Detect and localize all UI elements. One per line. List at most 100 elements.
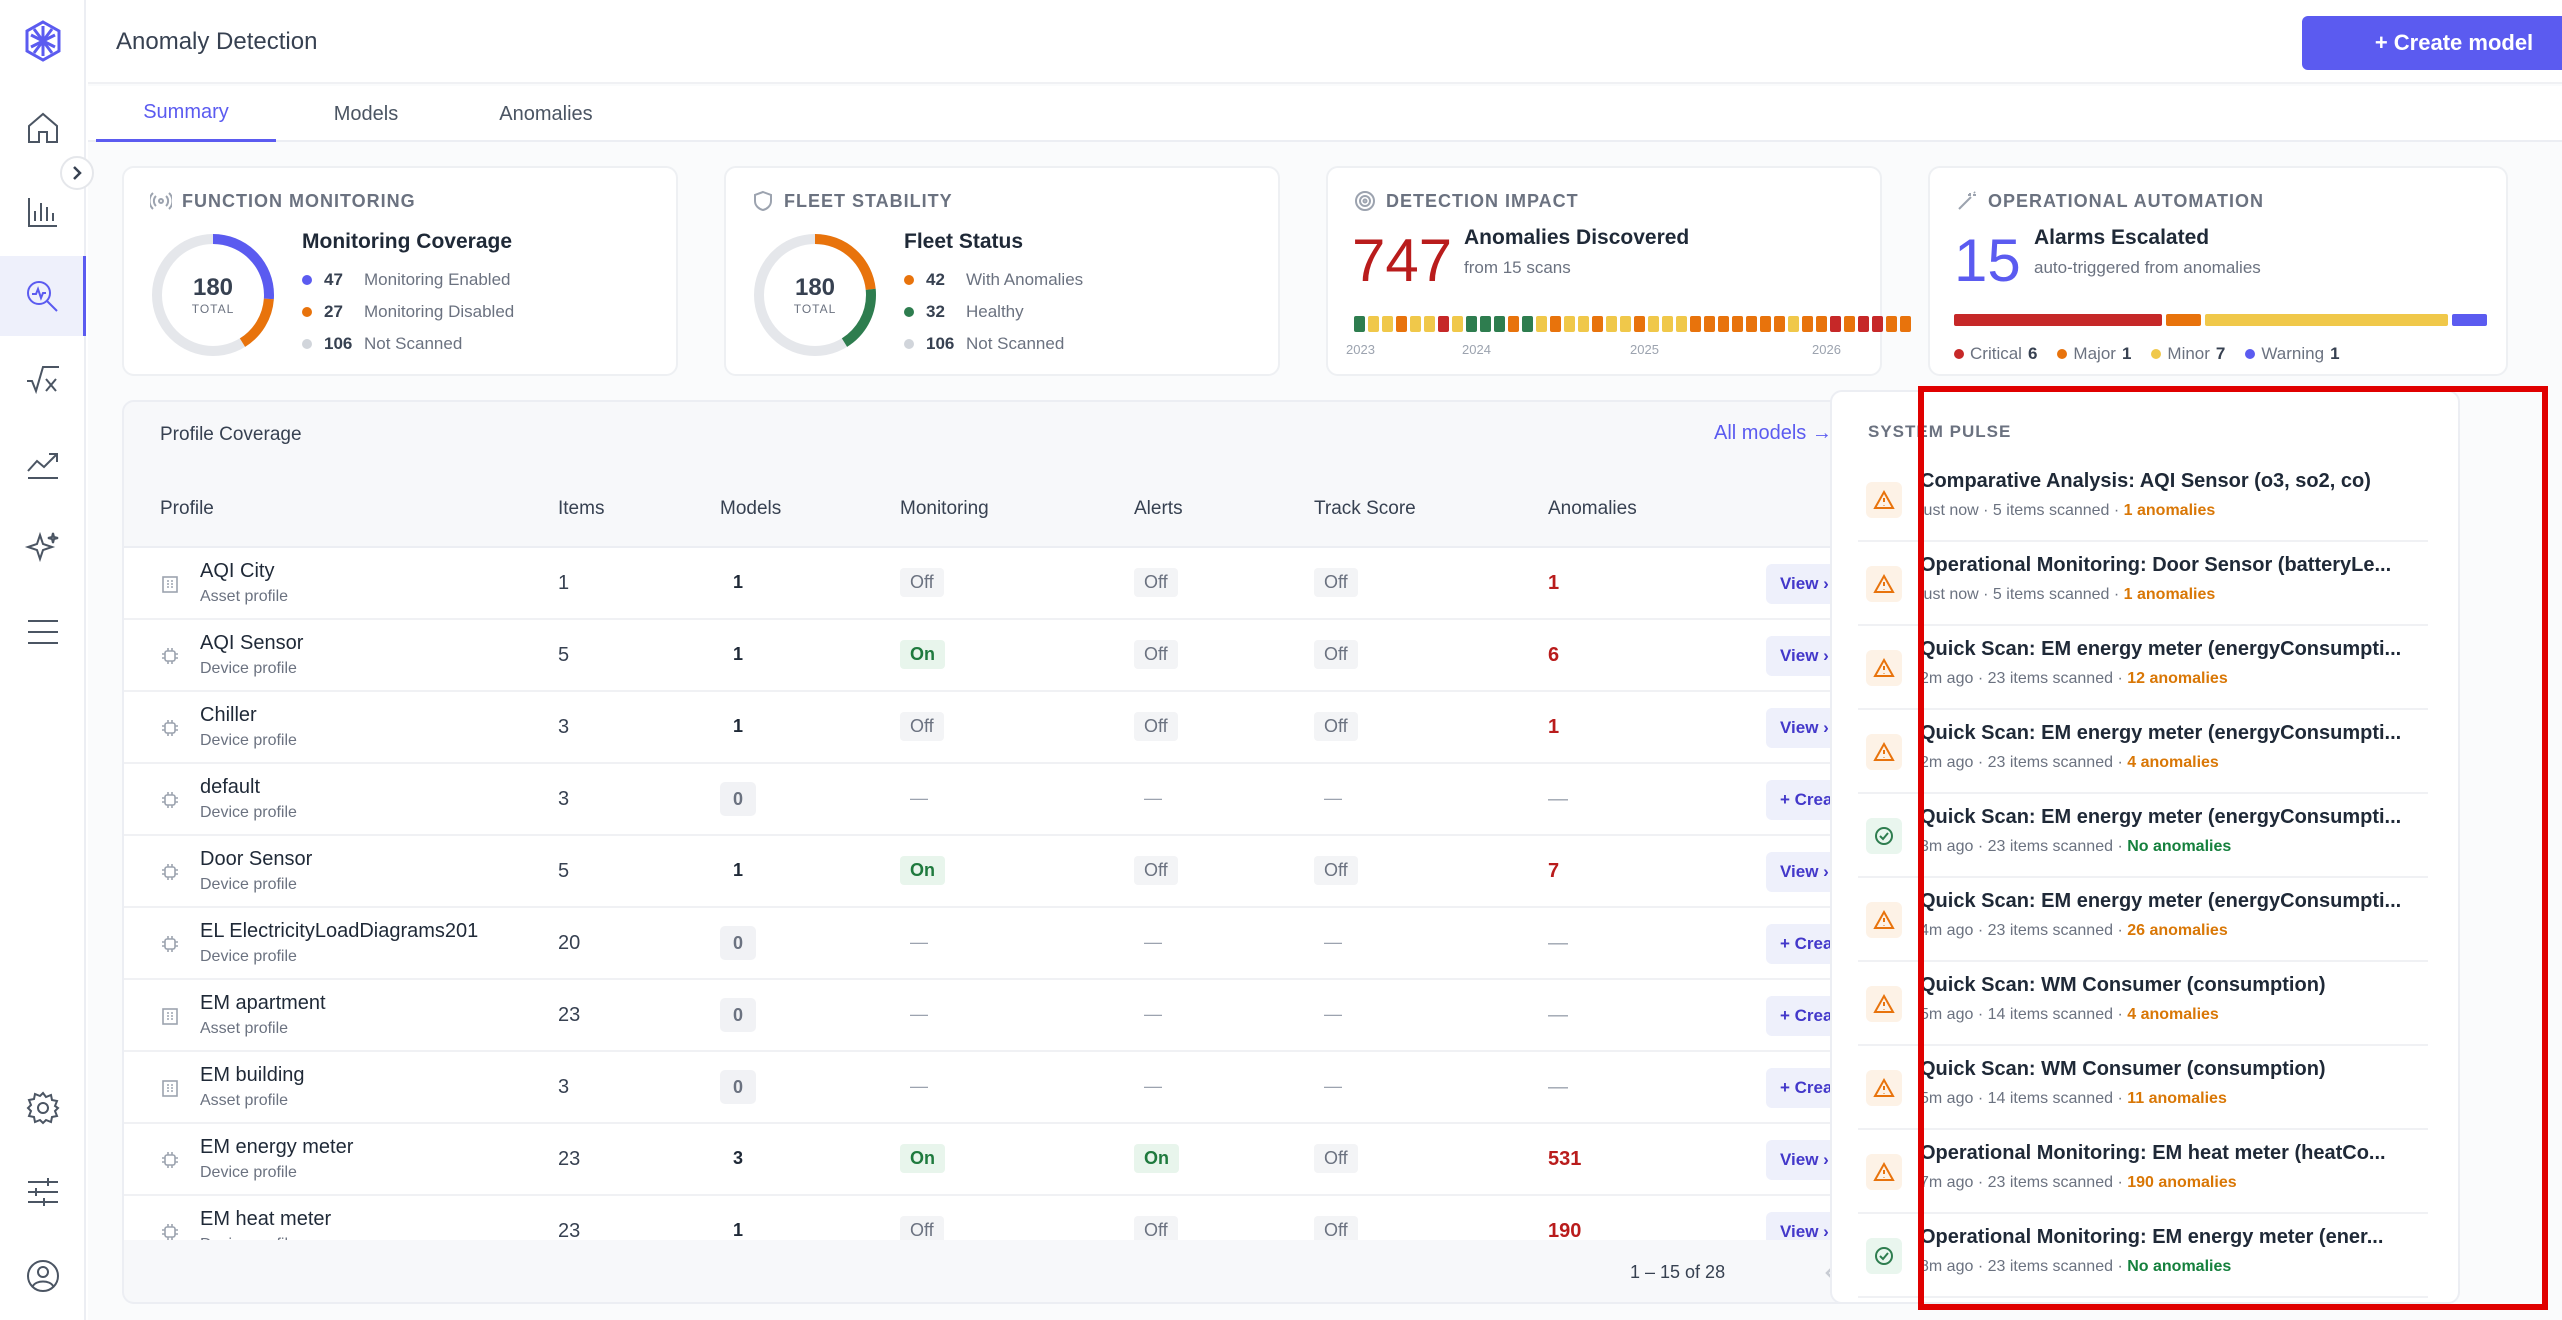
table-row[interactable]: EM apartment Asset profile 23 0 — — — — … <box>124 980 1864 1052</box>
timeline-scan-mark[interactable] <box>1508 316 1519 332</box>
timeline-scan-mark[interactable] <box>1438 316 1449 332</box>
sidebar-profile[interactable] <box>0 1236 86 1316</box>
tab-models[interactable]: Models <box>333 102 399 125</box>
timeline-scan-mark[interactable] <box>1676 316 1687 332</box>
fleet-stability-card: FLEET STABILITY 180 TOTAL Fleet Status 4… <box>724 166 1280 376</box>
severity-label: Critical <box>1970 344 2022 363</box>
column-header[interactable]: Profile <box>160 498 214 519</box>
sidebar-home[interactable] <box>0 88 86 168</box>
pulse-item[interactable]: Operational Monitoring: EM heat meter (h… <box>1858 1130 2428 1214</box>
bar-chart-icon <box>28 198 57 227</box>
table-row[interactable]: AQI Sensor Device profile 5 1 On Off Off… <box>124 620 1864 692</box>
table-row[interactable]: EM heat meter Device profile 23 1 Off Of… <box>124 1196 1864 1240</box>
timeline-scan-mark[interactable] <box>1662 316 1673 332</box>
models-count: 1 <box>732 572 743 592</box>
sidebar-dashboards[interactable] <box>0 172 86 252</box>
timeline-scan-mark[interactable] <box>1788 316 1799 332</box>
sidebar-trends[interactable] <box>0 424 86 504</box>
table-row[interactable]: EM building Asset profile 3 0 — — — — + … <box>124 1052 1864 1124</box>
column-header[interactable]: Monitoring <box>900 498 989 519</box>
profile-type: Asset profile <box>200 1020 289 1037</box>
timeline-scan-mark[interactable] <box>1648 316 1659 332</box>
timeline-scan-mark[interactable] <box>1774 316 1785 332</box>
timeline-scan-mark[interactable] <box>1592 316 1603 332</box>
timeline-scan-mark[interactable] <box>1396 316 1407 332</box>
sidebar-expand-button[interactable] <box>60 156 94 190</box>
timeline-scan-mark[interactable] <box>1816 316 1827 332</box>
timeline-scan-mark[interactable] <box>1718 316 1729 332</box>
timeline-scan-mark[interactable] <box>1830 316 1841 332</box>
timeline-scan-mark[interactable] <box>1760 316 1771 332</box>
timeline-scan-mark[interactable] <box>1634 316 1645 332</box>
timeline-scan-mark[interactable] <box>1746 316 1757 332</box>
profile-type: Device profile <box>200 804 297 821</box>
timeline-scan-mark[interactable] <box>1494 316 1505 332</box>
pulse-item[interactable]: Quick Scan: WM Consumer (consumption) 5m… <box>1858 1046 2428 1130</box>
table-row[interactable]: Chiller Device profile 3 1 Off Off Off 1… <box>124 692 1864 764</box>
pulse-item[interactable]: Quick Scan: EM energy meter (energyConsu… <box>1858 710 2428 794</box>
timeline-scan-mark[interactable] <box>1606 316 1617 332</box>
sidebar-menu[interactable] <box>0 592 86 672</box>
pulse-item[interactable]: Operational Monitoring: Door Sensor (bat… <box>1858 542 2428 626</box>
card-heading: FUNCTION MONITORING <box>182 190 416 211</box>
timeline-scan-mark[interactable] <box>1368 316 1379 332</box>
timeline-scan-mark[interactable] <box>1578 316 1589 332</box>
card-title: Monitoring Coverage <box>302 230 513 253</box>
timeline-scan-mark[interactable] <box>1480 316 1491 332</box>
timeline-scan-mark[interactable] <box>1886 316 1897 332</box>
sidebar-anomaly-detection[interactable] <box>0 256 86 336</box>
tab-anomalies[interactable]: Anomalies <box>499 102 593 125</box>
timeline-scan-mark[interactable] <box>1536 316 1547 332</box>
timeline-scan-mark[interactable] <box>1410 316 1421 332</box>
track-score-status: — <box>1324 1076 1342 1096</box>
pulse-item[interactable]: Quick Scan: EM energy meter (energyConsu… <box>1858 794 2428 878</box>
timeline-scan-mark[interactable] <box>1466 316 1477 332</box>
timeline-scan-mark[interactable] <box>1900 316 1911 332</box>
all-models-link[interactable]: All models → <box>1714 422 1832 444</box>
severity-label: Warning <box>2261 344 2325 363</box>
pulse-meta: 7m ago · 23 items scanned · 190 anomalie… <box>1920 1174 2237 1191</box>
column-header[interactable]: Alerts <box>1134 498 1183 519</box>
timeline-scan-mark[interactable] <box>1690 316 1701 332</box>
table-row[interactable]: Door Sensor Device profile 5 1 On Off Of… <box>124 836 1864 908</box>
timeline-scan-mark[interactable] <box>1564 316 1575 332</box>
tab-summary[interactable]: Summary <box>96 86 276 142</box>
timeline-scan-mark[interactable] <box>1382 316 1393 332</box>
pulse-item[interactable]: Comparative Analysis: AQI Sensor (o3, so… <box>1858 458 2428 542</box>
timeline-scan-mark[interactable] <box>1424 316 1435 332</box>
timeline-scan-mark[interactable] <box>1550 316 1561 332</box>
column-header[interactable]: Anomalies <box>1548 498 1637 519</box>
timeline-scan-mark[interactable] <box>1704 316 1715 332</box>
table-row[interactable]: EL ElectricityLoadDiagrams201 Device pro… <box>124 908 1864 980</box>
legend-label: Monitoring Disabled <box>364 302 515 321</box>
timeline-scan-mark[interactable] <box>1522 316 1533 332</box>
table-row[interactable]: default Device profile 3 0 — — — — + Cre… <box>124 764 1864 836</box>
timeline-scan-mark[interactable] <box>1732 316 1743 332</box>
pulse-item[interactable]: Quick Scan: EM energy meter (energyConsu… <box>1858 626 2428 710</box>
timeline-scan-mark[interactable] <box>1858 316 1869 332</box>
table-row[interactable]: AQI City Asset profile 1 1 Off Off Off 1… <box>124 548 1864 620</box>
pulse-item[interactable]: Operational Monitoring: EM energy meter … <box>1858 1214 2428 1298</box>
sidebar-adjustments[interactable] <box>0 1152 86 1232</box>
scan-timeline <box>1354 316 1911 332</box>
column-header[interactable]: Items <box>558 498 605 519</box>
timeline-scan-mark[interactable] <box>1872 316 1883 332</box>
pulse-item[interactable]: Quick Scan: EM energy meter (energyConsu… <box>1858 878 2428 962</box>
sidebar-ai[interactable] <box>0 508 86 588</box>
timeline-scan-mark[interactable] <box>1452 316 1463 332</box>
timeline-scan-mark[interactable] <box>1354 316 1365 332</box>
pulse-item[interactable]: Quick Scan: WM Consumer (consumption) 5m… <box>1858 962 2428 1046</box>
timeline-scan-mark[interactable] <box>1620 316 1631 332</box>
logo-icon[interactable] <box>20 18 66 64</box>
create-model-button[interactable]: + Create model <box>2302 16 2562 70</box>
sidebar-settings[interactable] <box>0 1068 86 1148</box>
timeline-scan-mark[interactable] <box>1844 316 1855 332</box>
timeline-scan-mark[interactable] <box>1802 316 1813 332</box>
legend-dot <box>2151 349 2162 359</box>
column-header[interactable]: Track Score <box>1314 498 1416 519</box>
table-row[interactable]: EM energy meter Device profile 23 3 On O… <box>124 1124 1864 1196</box>
column-header[interactable]: Models <box>720 498 782 519</box>
sidebar-functions[interactable] <box>0 340 86 420</box>
profile-type: Device profile <box>200 1164 297 1181</box>
legend-item: 32 Healthy <box>904 302 1024 322</box>
